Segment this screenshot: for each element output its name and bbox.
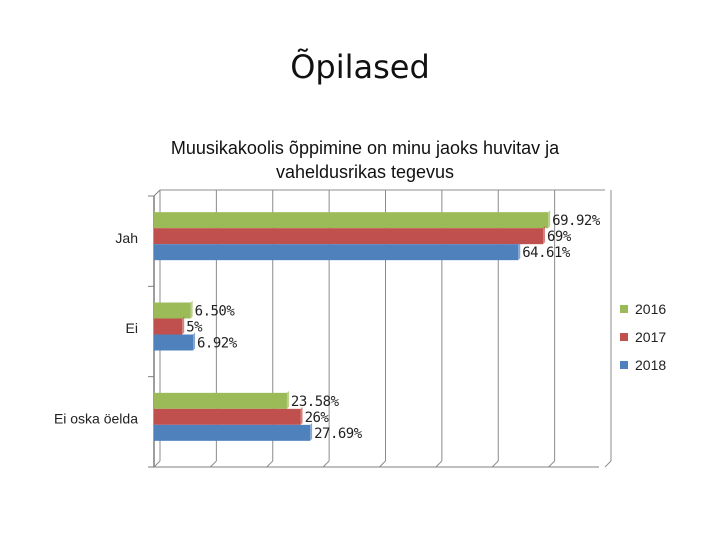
data-label: 6.92%: [197, 336, 238, 352]
gridline-floor: [604, 460, 612, 468]
data-label: 5%: [186, 320, 203, 336]
legend-swatch: [620, 361, 628, 369]
bar-side: [193, 332, 196, 351]
data-label: 27.69%: [314, 426, 363, 442]
slide-title: Õpilased: [290, 48, 430, 86]
category-label: Jah: [115, 230, 138, 246]
bar-side: [300, 406, 303, 425]
bar: [154, 228, 543, 245]
bar: [154, 212, 549, 229]
bar-side: [518, 242, 521, 261]
gridline-floor: [322, 460, 330, 468]
legend-item: 2017: [620, 323, 666, 351]
gridline-floor: [379, 460, 386, 468]
data-label: 26%: [305, 410, 330, 426]
legend-label: 2016: [635, 301, 667, 317]
data-label: 69.92%: [552, 213, 601, 229]
bar-side: [190, 300, 193, 319]
category-label: Ei: [126, 320, 138, 336]
chart-title: Muusikakoolis õppimine on minu jaoks huv…: [170, 138, 560, 182]
chart-legend: 2016 2017 2018: [620, 295, 666, 379]
legend-item: 2016: [620, 295, 666, 323]
category-label: Ei oska öelda: [54, 411, 138, 427]
data-label: 64.61%: [522, 245, 571, 261]
bar: [154, 302, 191, 319]
gridline-floor: [435, 460, 443, 468]
bar-side: [542, 226, 545, 245]
gridline-floor: [210, 460, 217, 468]
bar: [154, 408, 301, 425]
bar-side: [286, 390, 289, 409]
gridline-floor: [266, 460, 274, 468]
y-axis-depth: [153, 189, 161, 197]
bar: [154, 334, 194, 351]
bar: [154, 392, 287, 409]
data-label: 6.50%: [195, 304, 236, 320]
gridline-floor: [491, 460, 499, 468]
gridline-floor: [153, 460, 161, 468]
gridline-floor: [548, 460, 555, 468]
bar: [154, 244, 519, 261]
bar: [154, 424, 311, 441]
legend-label: 2017: [635, 329, 667, 345]
legend-label: 2018: [635, 357, 667, 373]
legend-swatch: [620, 333, 628, 341]
bar: [154, 318, 183, 335]
bar-side: [548, 210, 551, 229]
bar-side: [182, 316, 185, 335]
legend-item: 2018: [620, 351, 666, 379]
legend-swatch: [620, 305, 628, 313]
data-label: 69%: [547, 229, 572, 245]
bar-side: [310, 422, 313, 441]
data-label: 23.58%: [291, 394, 340, 410]
